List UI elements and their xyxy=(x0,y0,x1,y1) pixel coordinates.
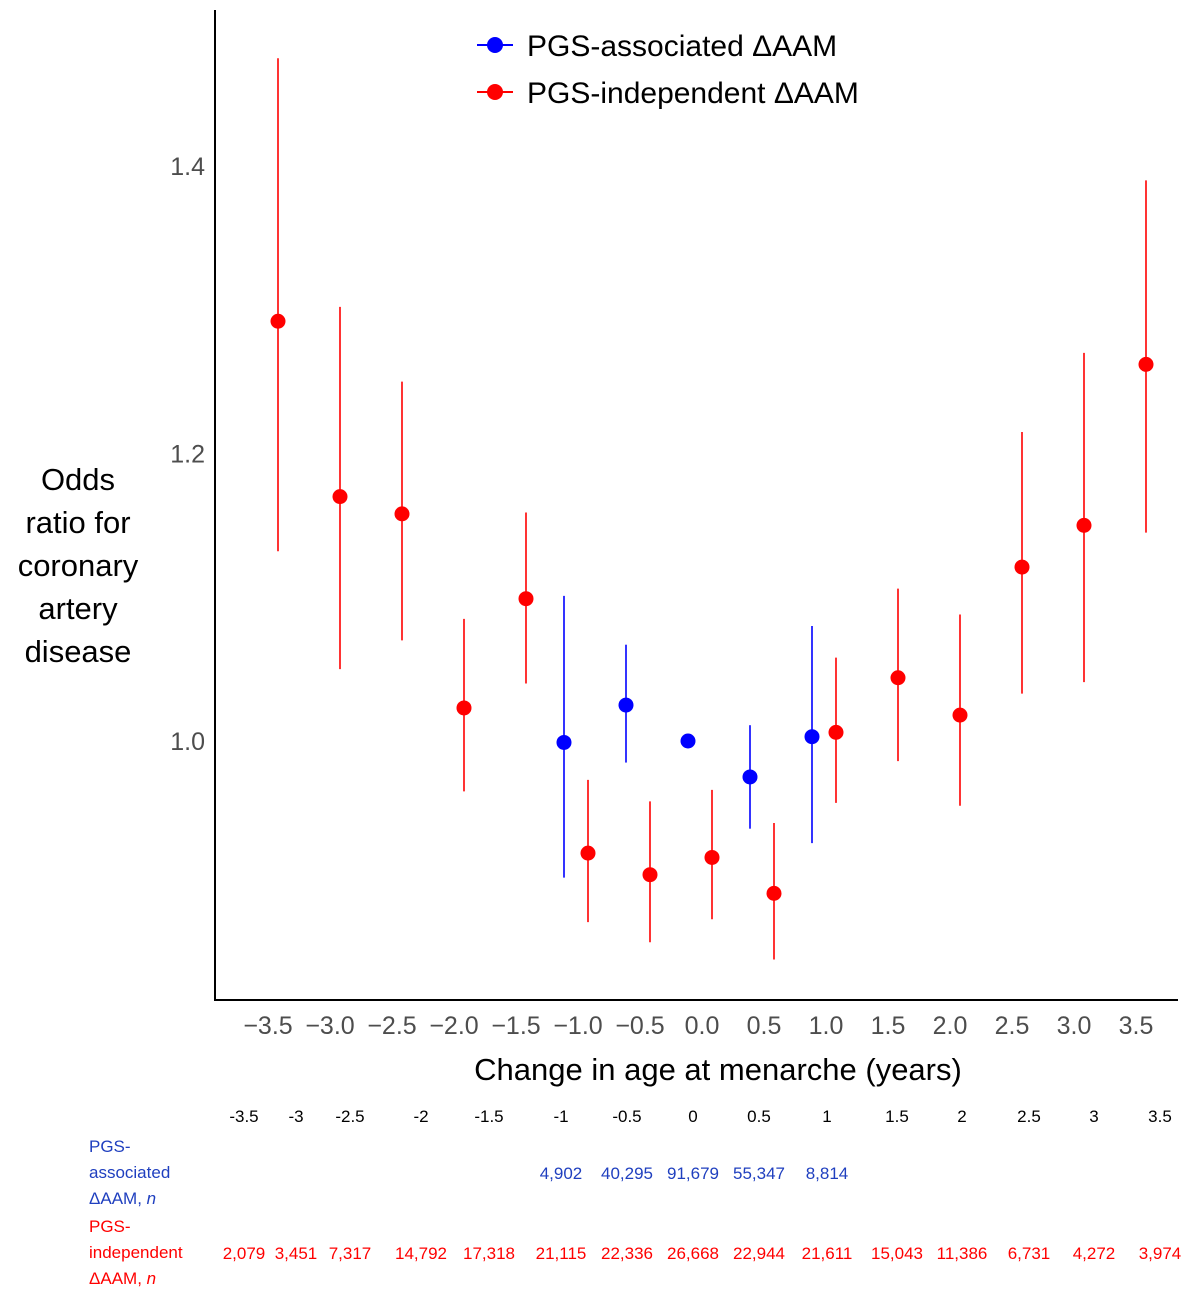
table-cell: 40,295 xyxy=(601,1164,653,1183)
legend-marker xyxy=(487,37,503,53)
table-cell: 4,902 xyxy=(540,1164,583,1183)
table-cell: 4,272 xyxy=(1073,1244,1116,1263)
y-axis-title-line: disease xyxy=(25,634,132,669)
y-tick-label: 1.2 xyxy=(170,441,205,469)
legend-marker xyxy=(487,84,503,100)
data-point xyxy=(680,733,696,749)
table-row-label: ΔAAM, n xyxy=(89,1189,156,1208)
data-point xyxy=(332,489,348,505)
x-tick-label: −3.0 xyxy=(305,1012,354,1040)
data-point xyxy=(642,867,658,883)
x-tick-label: −1.0 xyxy=(553,1012,602,1040)
table-cell: 3,451 xyxy=(275,1244,318,1263)
table-column-header: 1.5 xyxy=(885,1107,909,1126)
table-column-header: 3.5 xyxy=(1148,1107,1172,1126)
table-column-header: 2 xyxy=(957,1107,966,1126)
x-tick-label: −1.5 xyxy=(491,1012,540,1040)
y-axis-title-line: coronary xyxy=(18,548,139,583)
table-cell: 91,679 xyxy=(667,1164,719,1183)
table-column-header: 0.5 xyxy=(747,1107,771,1126)
data-point xyxy=(618,697,634,713)
data-point xyxy=(518,591,534,607)
table-cell: 7,317 xyxy=(329,1244,372,1263)
table-cell: 26,668 xyxy=(667,1244,719,1263)
table-row-label-italic: n xyxy=(147,1269,156,1288)
x-axis-title: Change in age at menarche (years) xyxy=(474,1052,962,1087)
y-axis-title-line: Odds xyxy=(41,462,115,497)
table-row-label-italic: n xyxy=(147,1189,156,1208)
x-tick-label: 1.0 xyxy=(809,1012,844,1040)
table-cell: 55,347 xyxy=(733,1164,785,1183)
table-column-header: -1 xyxy=(553,1107,568,1126)
table-column-header: 2.5 xyxy=(1017,1107,1041,1126)
x-tick-label: 0.0 xyxy=(685,1012,720,1040)
table-column-header: -2.5 xyxy=(335,1107,364,1126)
table-cell: 8,814 xyxy=(806,1164,849,1183)
data-point xyxy=(704,849,720,865)
table-row-label: PGS- xyxy=(89,1217,131,1236)
table-cell: 14,792 xyxy=(395,1244,447,1263)
data-point xyxy=(804,729,820,745)
table-cell: 21,611 xyxy=(802,1244,853,1263)
x-tick-label: 0.5 xyxy=(747,1012,782,1040)
legend: PGS-associated ΔAAM PGS-independent ΔAAM xyxy=(477,30,859,110)
table-column-header: -2 xyxy=(413,1107,428,1126)
data-point xyxy=(456,700,472,716)
table-column-header: 1 xyxy=(822,1107,831,1126)
table-column-header: -3 xyxy=(288,1107,303,1126)
table-cell: 3,974 xyxy=(1139,1244,1182,1263)
data-point xyxy=(1138,356,1154,372)
x-tick-label: 3.0 xyxy=(1057,1012,1092,1040)
data-point xyxy=(828,724,844,740)
legend-label: PGS-associated ΔAAM xyxy=(527,30,837,63)
x-tick-label: 3.5 xyxy=(1119,1012,1154,1040)
x-tick-label: 1.5 xyxy=(871,1012,906,1040)
x-tick-label: 2.5 xyxy=(995,1012,1030,1040)
x-tick-label: −2.5 xyxy=(367,1012,416,1040)
table-row-label: independent xyxy=(89,1243,183,1262)
data-point xyxy=(1014,559,1030,575)
x-tick-label: −2.0 xyxy=(429,1012,478,1040)
table-cell: 2,079 xyxy=(223,1244,266,1263)
data-point xyxy=(952,707,968,723)
x-tick-label: −3.5 xyxy=(243,1012,292,1040)
table-column-header: -1.5 xyxy=(474,1107,503,1126)
table-row-label: ΔAAM, n xyxy=(89,1269,156,1288)
table-cell: 6,731 xyxy=(1008,1244,1051,1263)
data-point xyxy=(270,313,286,329)
data-point xyxy=(556,734,572,750)
table-row-label: associated xyxy=(89,1163,170,1182)
x-tick-label: −0.5 xyxy=(615,1012,664,1040)
y-tick-label: 1.4 xyxy=(170,153,205,181)
table-column-header: 3 xyxy=(1089,1107,1098,1126)
table-cell: 21,115 xyxy=(536,1244,587,1263)
table-column-header: -3.5 xyxy=(229,1107,258,1126)
y-tick-label: 1.0 xyxy=(170,728,205,756)
table-column-header: 0 xyxy=(688,1107,697,1126)
y-tick-labels: 1.0 1.2 1.4 xyxy=(170,153,205,756)
data-point xyxy=(766,885,782,901)
x-tick-labels: −3.5 −3.0 −2.5 −2.0 −1.5 −1.0 −0.5 0.0 0.5 1.0 1.5… xyxy=(243,1012,1153,1040)
table-column-header: -0.5 xyxy=(612,1107,641,1126)
table-row-label: PGS- xyxy=(89,1137,131,1156)
x-tick-label: 2.0 xyxy=(933,1012,968,1040)
data-point xyxy=(394,506,410,522)
data-point xyxy=(742,769,758,785)
axes xyxy=(214,10,1178,1001)
legend-label: PGS-independent ΔAAM xyxy=(527,77,859,110)
table-cell: 11,386 xyxy=(937,1244,988,1263)
y-axis-title: Odds ratio for coronary artery disease xyxy=(18,462,139,669)
table-cell: 22,944 xyxy=(733,1244,785,1263)
counts-table: -3.5 -3 -2.5 -2 -1.5 -1 -0.5 0 0.5 1 1.5 2 2.5 3 3.5 PG… xyxy=(89,1107,1181,1288)
table-cell: 17,318 xyxy=(463,1244,515,1263)
table-cell: 15,043 xyxy=(871,1244,923,1263)
data-point xyxy=(890,670,906,686)
y-axis-title-line: ratio for xyxy=(25,505,130,540)
plot-area xyxy=(270,58,1154,960)
table-cell: 22,336 xyxy=(601,1244,653,1263)
data-point xyxy=(1076,517,1092,533)
y-axis-title-line: artery xyxy=(38,591,118,626)
data-point xyxy=(580,845,596,861)
